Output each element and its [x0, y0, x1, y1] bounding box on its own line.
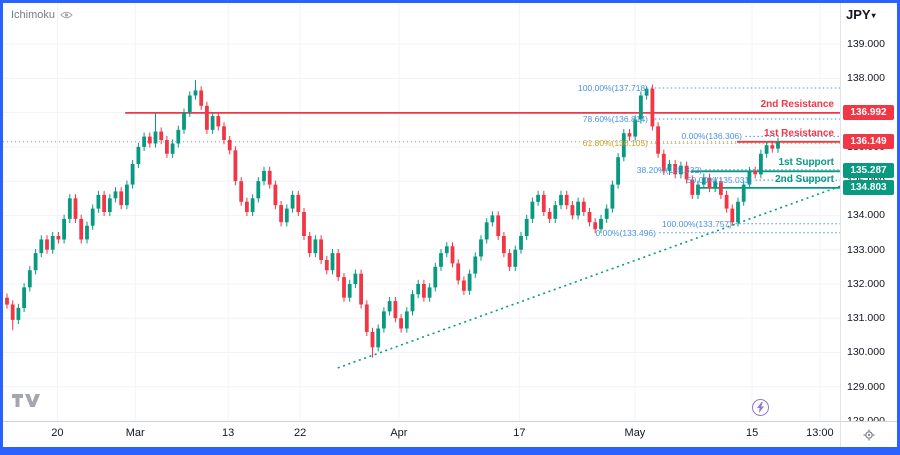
level-name-label: 1st Resistance: [763, 128, 834, 139]
price-axis-tick: 131.000: [847, 312, 885, 324]
level-name-label: 2nd Resistance: [760, 99, 834, 110]
tradingview-logo[interactable]: [11, 393, 41, 413]
time-axis-tick: 15: [745, 427, 759, 439]
indicator-name: Ichimoku: [11, 9, 56, 21]
eye-icon[interactable]: [60, 10, 73, 20]
axis-settings-corner[interactable]: [840, 422, 897, 447]
time-axis-tick: May: [624, 427, 646, 439]
price-level-badge: 136.149: [843, 134, 894, 149]
price-axis-tick: 130.000: [847, 346, 885, 358]
time-axis[interactable]: 20 Mar 13 22 Apr 17 May 15 13:00: [3, 422, 840, 447]
lightning-event-icon[interactable]: [752, 399, 769, 416]
price-axis-tick: 128.000: [847, 415, 885, 421]
time-axis-tick: 13: [222, 427, 235, 439]
price-level-badge: 135.287: [843, 163, 894, 178]
price-axis-tick: 129.000: [847, 381, 885, 393]
time-axis-tick: 17: [513, 427, 526, 439]
time-axis-tick: 20: [51, 427, 64, 439]
time-axis-tick: Mar: [125, 427, 145, 439]
symbol-label[interactable]: JPY ▾: [846, 7, 876, 22]
price-axis-tick: 139.000: [847, 38, 885, 50]
price-axis-tick: 138.000: [847, 72, 885, 84]
price-axis[interactable]: JPY ▾ 139.000138.000137.000136.000135.00…: [840, 3, 897, 421]
time-axis-tick: 13:00: [806, 427, 834, 439]
price-axis-tick: 134.000: [847, 209, 885, 221]
candlestick-chart: [3, 3, 840, 421]
time-axis-tick: Apr: [390, 427, 408, 439]
symbol-text: JPY: [846, 7, 871, 22]
time-axis-tick: 22: [294, 427, 307, 439]
level-name-label: 1st Support: [778, 157, 834, 168]
level-name-label: 2nd Support: [775, 174, 834, 185]
chart-plot[interactable]: Ichimoku 100.00%(137.718) 78.60%(136.814)…: [3, 3, 840, 421]
indicator-legend[interactable]: Ichimoku: [11, 9, 73, 21]
gear-icon[interactable]: [863, 429, 875, 441]
price-level-badge: 136.992: [843, 105, 894, 120]
price-axis-tick: 133.000: [847, 244, 885, 256]
chevron-down-icon: ▾: [871, 11, 876, 20]
price-level-badge: 134.803: [843, 180, 894, 195]
price-axis-tick: 132.000: [847, 278, 885, 290]
